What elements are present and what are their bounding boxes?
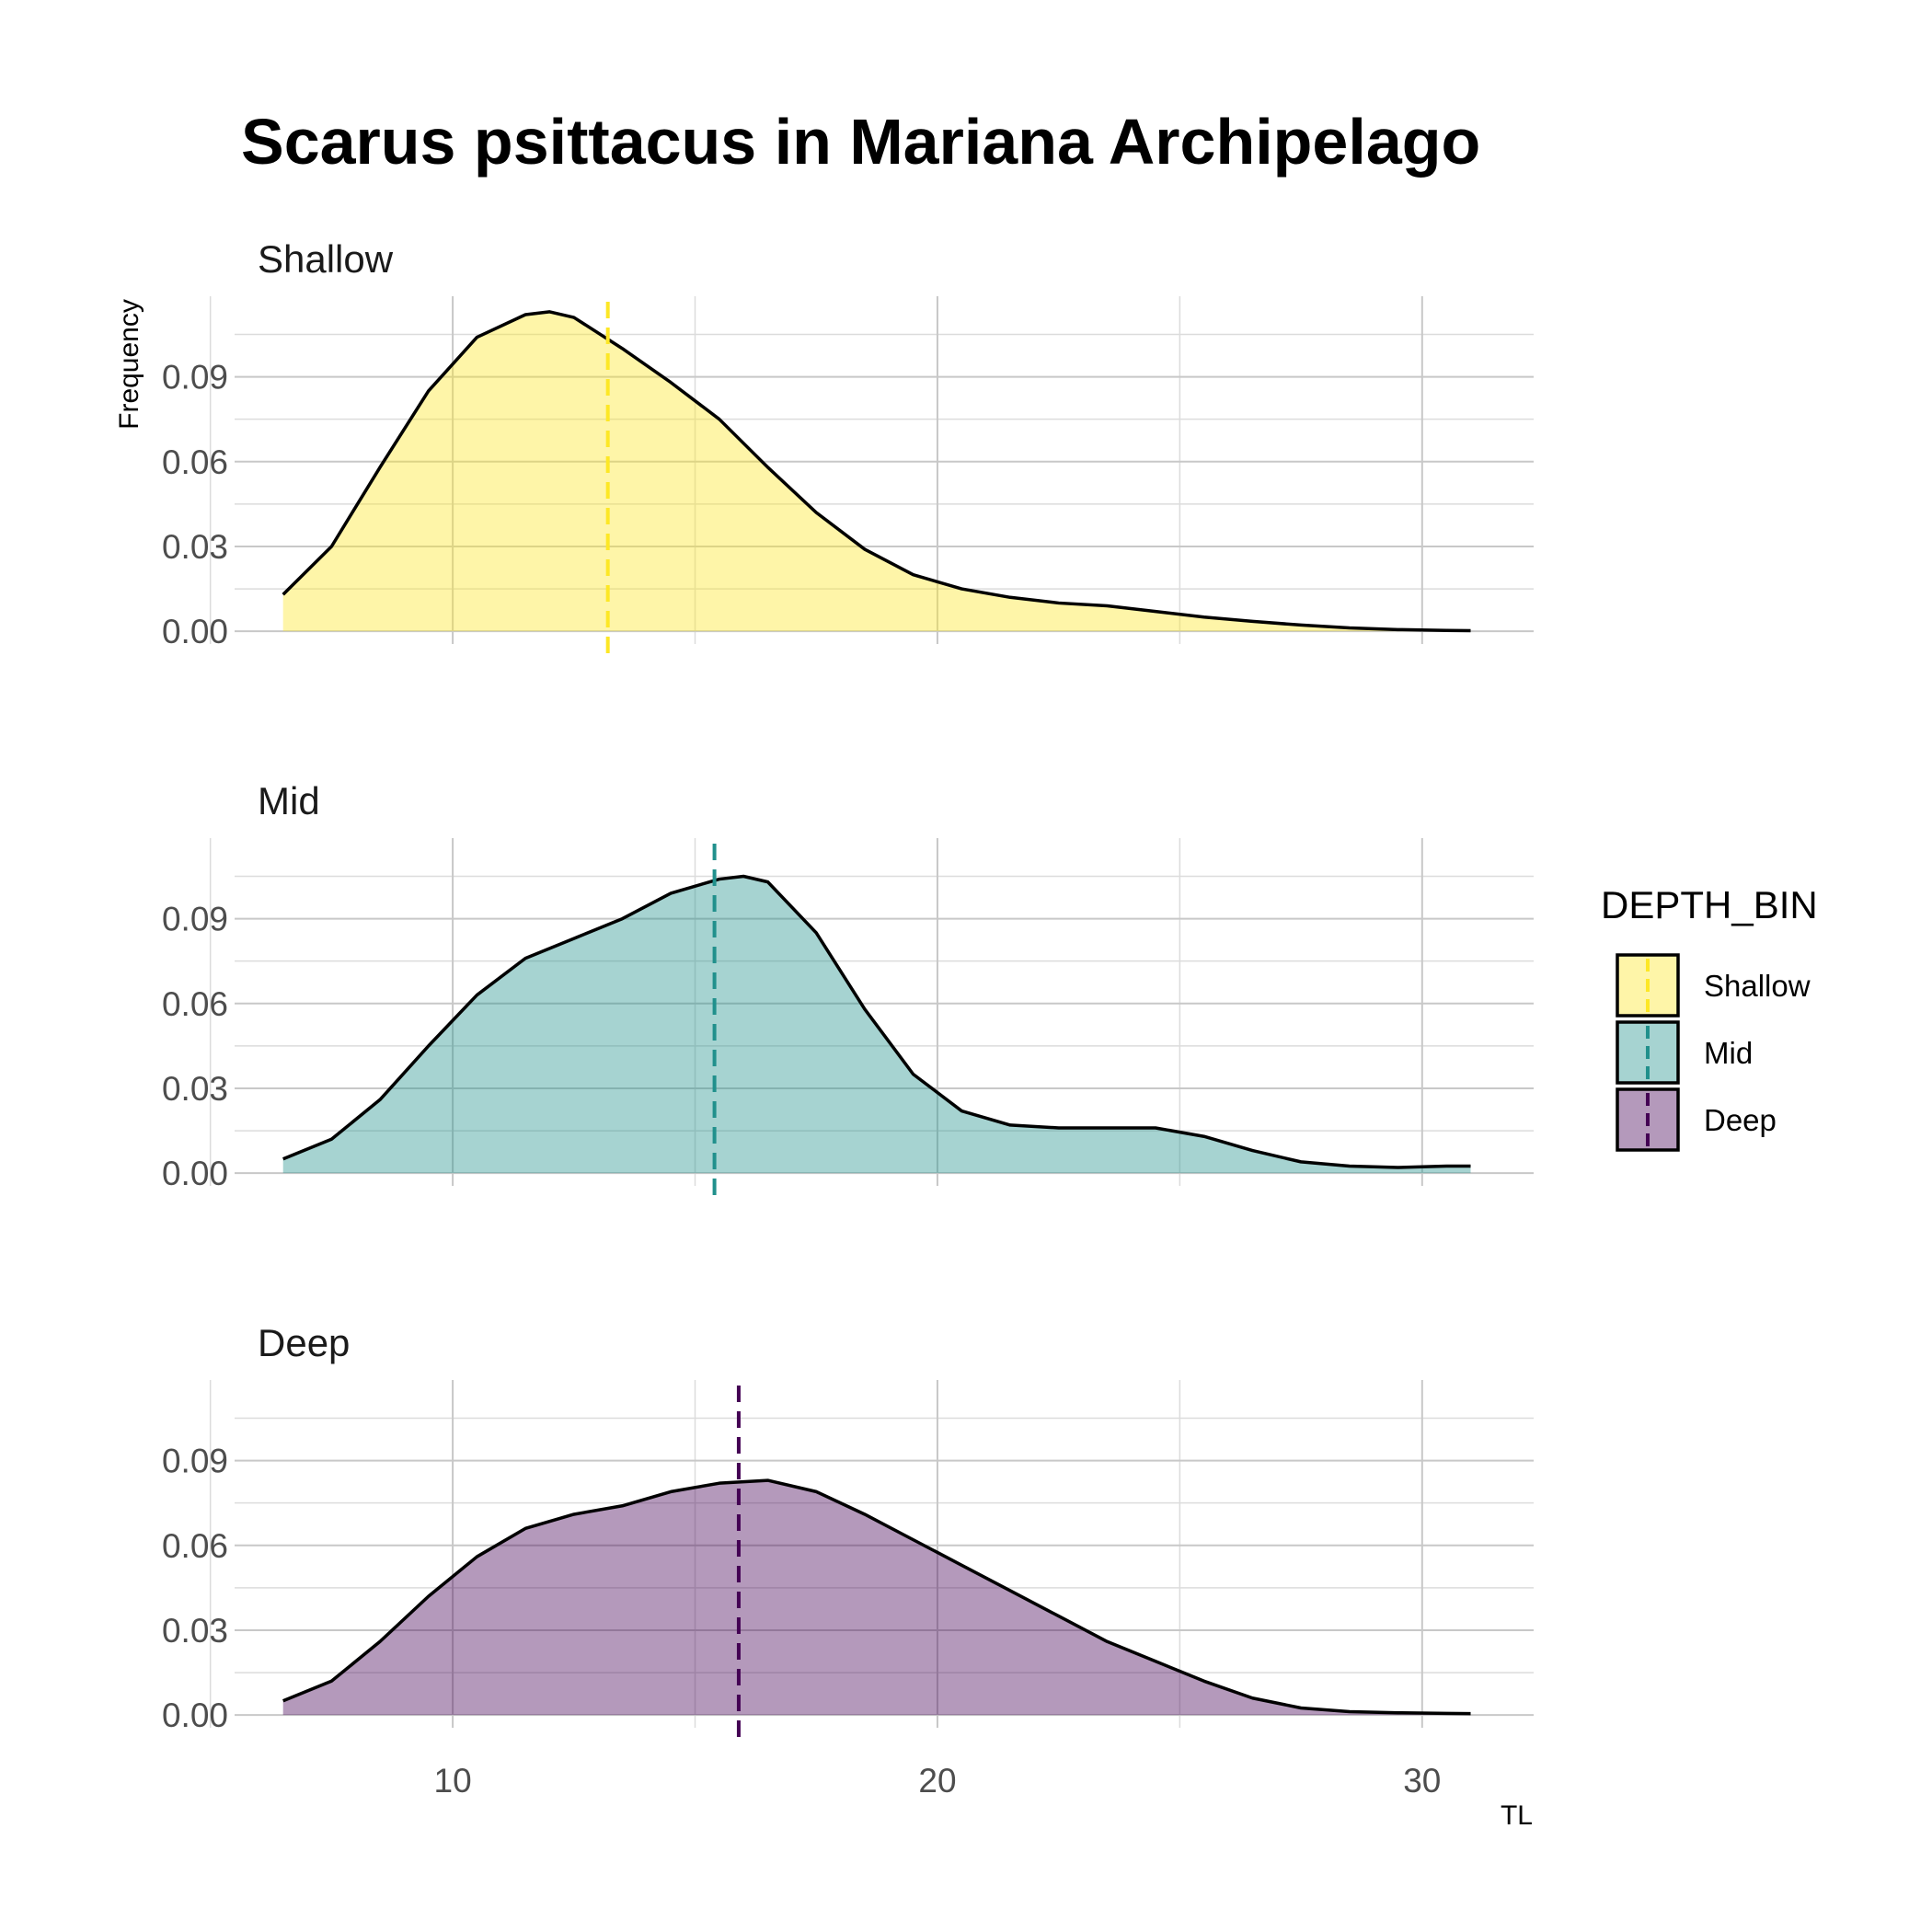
density-area-deep — [282, 1480, 1471, 1716]
x-axis-title: TL — [1501, 1800, 1533, 1831]
density-area-shallow — [282, 311, 1471, 632]
y-tick-label: 0.09 — [162, 901, 228, 938]
y-tick-label: 0.06 — [162, 985, 228, 1023]
panel-label-shallow: Shallow — [258, 237, 394, 281]
x-tick-label: 30 — [1403, 1762, 1441, 1800]
facet-panels: Shallow 0.00 0.03 0.06 0.09 Mid 0.00 0.03 0.06 0.… — [162, 237, 1534, 1800]
panel-deep: Deep 0.00 0.03 0.06 0.09 — [162, 1321, 1534, 1739]
y-tick-label: 0.06 — [162, 1527, 228, 1565]
y-tick-label: 0.09 — [162, 1443, 228, 1480]
density-area-mid — [282, 876, 1471, 1174]
legend-title: DEPTH_BIN — [1601, 883, 1818, 926]
density-line-deep — [282, 1478, 1471, 1716]
density-line-mid — [282, 874, 1471, 1169]
x-tick-label: 20 — [918, 1762, 956, 1800]
legend-label-deep: Deep — [1704, 1103, 1777, 1137]
y-tick-label: 0.03 — [162, 1070, 228, 1108]
y-axis-title: Frequency — [114, 299, 144, 430]
y-tick-label: 0.09 — [162, 359, 228, 397]
panel-label-deep: Deep — [258, 1321, 350, 1364]
legend-item-mid: Mid — [1616, 1020, 1753, 1085]
y-tick-label: 0.00 — [162, 1155, 228, 1192]
legend: DEPTH_BIN Shallow Mid Deep — [1601, 883, 1818, 1152]
y-tick-label: 0.00 — [162, 1696, 228, 1734]
panel-mid: Mid 0.00 0.03 0.06 0.09 — [162, 779, 1534, 1197]
x-tick-label: 10 — [434, 1762, 472, 1800]
chart-title: Scarus psittacus in Mariana Archipelago — [241, 106, 1480, 178]
panel-label-mid: Mid — [258, 779, 320, 822]
panel-shallow: Shallow 0.00 0.03 0.06 0.09 — [162, 237, 1534, 655]
legend-label-shallow: Shallow — [1704, 969, 1811, 1003]
y-tick-label: 0.06 — [162, 443, 228, 481]
density-line-shallow — [282, 310, 1471, 633]
y-tick-label: 0.03 — [162, 528, 228, 566]
y-tick-label: 0.00 — [162, 613, 228, 650]
legend-item-deep: Deep — [1616, 1087, 1777, 1152]
y-tick-label: 0.03 — [162, 1612, 228, 1650]
legend-item-shallow: Shallow — [1616, 953, 1811, 1018]
legend-label-mid: Mid — [1704, 1036, 1753, 1070]
